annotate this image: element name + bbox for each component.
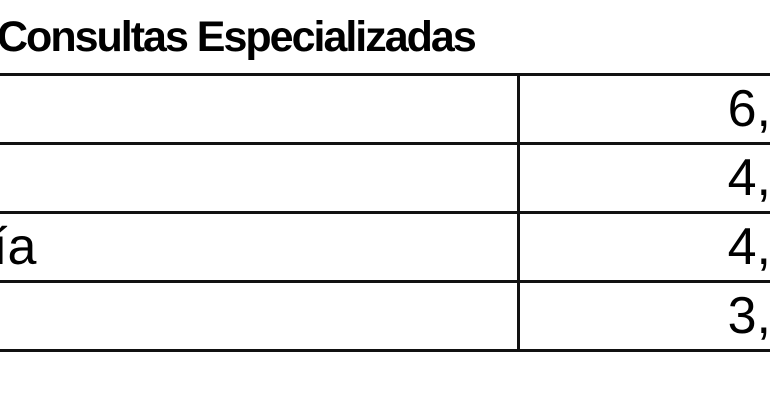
specialty-name-cell [0, 283, 520, 349]
page-title: Consultas Especializadas [0, 13, 477, 61]
table-row: ía 4, [0, 214, 770, 283]
specialty-name-cell [0, 145, 520, 211]
specialty-name-cell [0, 76, 520, 142]
consultas-count-cell: 6, [520, 76, 770, 142]
table-row: 4, [0, 145, 770, 214]
consultas-count-cell: 4, [520, 145, 770, 211]
specialty-name-cell: ía [0, 214, 520, 280]
consultas-count-text: 4, [727, 218, 770, 276]
consultas-count-cell: 3, [520, 283, 770, 349]
consultas-count-cell: 4, [520, 214, 770, 280]
table-row: 3, [0, 283, 770, 352]
consultas-count-text: 3, [727, 287, 770, 345]
consultas-table: 6, 4, ía 4, 3, [0, 73, 770, 352]
specialty-name-text: ía [0, 218, 37, 276]
consultas-count-text: 4, [727, 149, 770, 207]
table-row: 6, [0, 76, 770, 145]
consultas-count-text: 6, [727, 80, 770, 138]
